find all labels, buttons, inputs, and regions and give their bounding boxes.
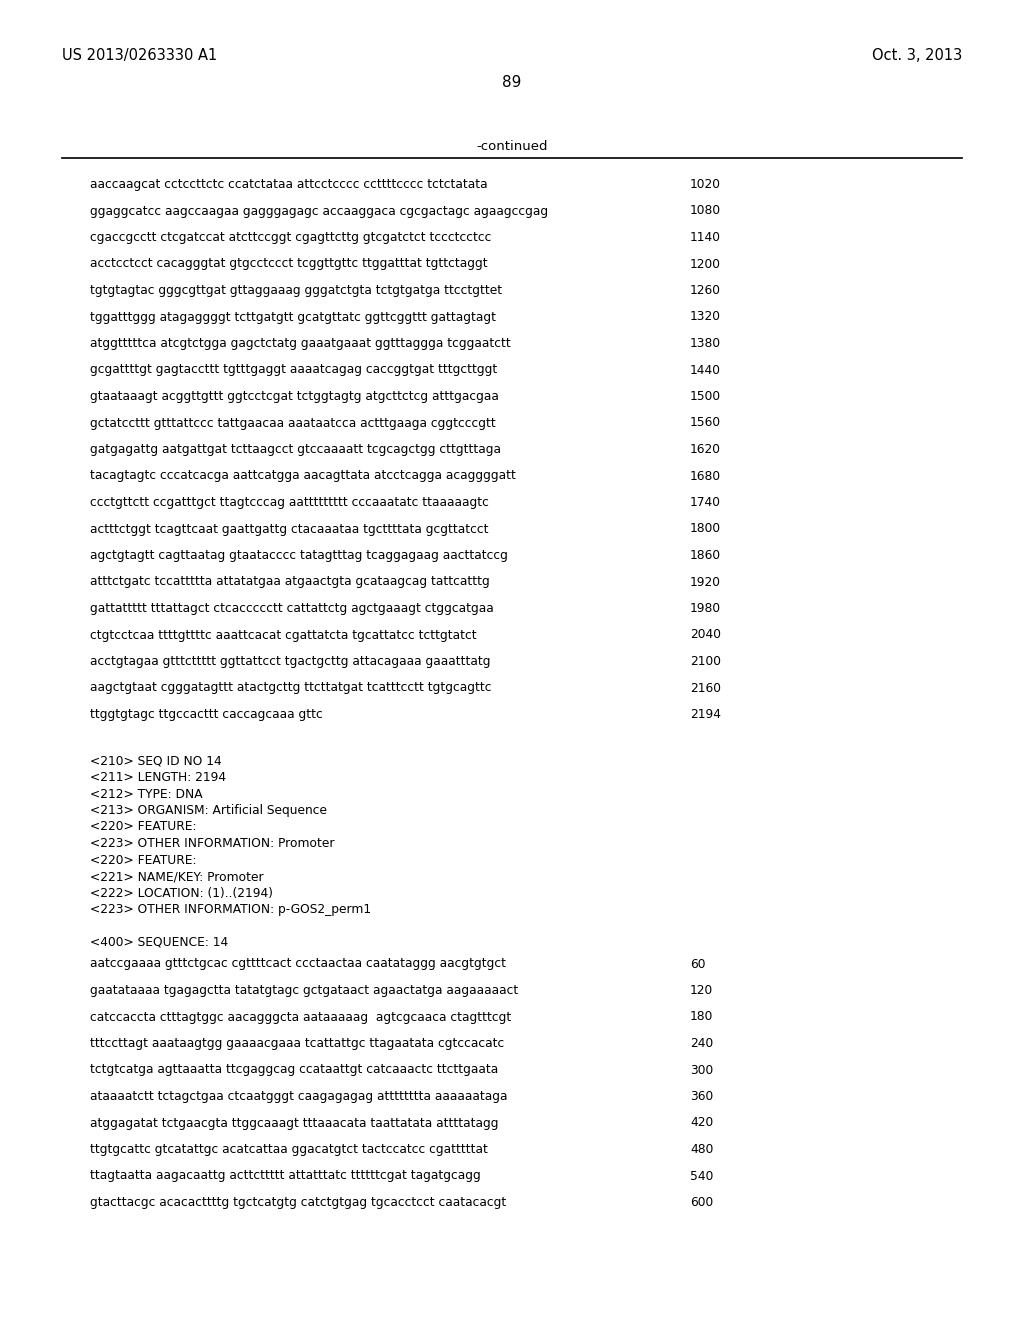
Text: 120: 120 xyxy=(690,983,714,997)
Text: ataaaatctt tctagctgaa ctcaatgggt caagagagag atttttttta aaaaaataga: ataaaatctt tctagctgaa ctcaatgggt caagaga… xyxy=(90,1090,508,1104)
Text: atggtttttca atcgtctgga gagctctatg gaaatgaaat ggtttaggga tcggaatctt: atggtttttca atcgtctgga gagctctatg gaaatg… xyxy=(90,337,511,350)
Text: 1800: 1800 xyxy=(690,523,721,536)
Text: <221> NAME/KEY: Promoter: <221> NAME/KEY: Promoter xyxy=(90,870,263,883)
Text: tggatttggg atagaggggt tcttgatgtt gcatgttatc ggttcggttt gattagtagt: tggatttggg atagaggggt tcttgatgtt gcatgtt… xyxy=(90,310,496,323)
Text: 1260: 1260 xyxy=(690,284,721,297)
Text: 2040: 2040 xyxy=(690,628,721,642)
Text: 2160: 2160 xyxy=(690,681,721,694)
Text: cgaccgcctt ctcgatccat atcttccggt cgagttcttg gtcgatctct tccctcctcc: cgaccgcctt ctcgatccat atcttccggt cgagttc… xyxy=(90,231,492,244)
Text: -continued: -continued xyxy=(476,140,548,153)
Text: <213> ORGANISM: Artificial Sequence: <213> ORGANISM: Artificial Sequence xyxy=(90,804,327,817)
Text: <212> TYPE: DNA: <212> TYPE: DNA xyxy=(90,788,203,800)
Text: ctgtcctcaa ttttgttttc aaattcacat cgattatcta tgcattatcc tcttgtatct: ctgtcctcaa ttttgttttc aaattcacat cgattat… xyxy=(90,628,476,642)
Text: gatgagattg aatgattgat tcttaagcct gtccaaaatt tcgcagctgg cttgtttaga: gatgagattg aatgattgat tcttaagcct gtccaaa… xyxy=(90,444,501,455)
Text: tgtgtagtac gggcgttgat gttaggaaag gggatctgta tctgtgatga ttcctgttet: tgtgtagtac gggcgttgat gttaggaaag gggatct… xyxy=(90,284,502,297)
Text: US 2013/0263330 A1: US 2013/0263330 A1 xyxy=(62,48,217,63)
Text: aatccgaaaa gtttctgcac cgttttcact ccctaactaa caatataggg aacgtgtgct: aatccgaaaa gtttctgcac cgttttcact ccctaac… xyxy=(90,957,506,970)
Text: <220> FEATURE:: <220> FEATURE: xyxy=(90,821,197,833)
Text: 360: 360 xyxy=(690,1090,714,1104)
Text: acctgtagaa gtttcttttt ggttattcct tgactgcttg attacagaaa gaaatttatg: acctgtagaa gtttcttttt ggttattcct tgactgc… xyxy=(90,655,490,668)
Text: tacagtagtc cccatcacga aattcatgga aacagttata atcctcagga acaggggatt: tacagtagtc cccatcacga aattcatgga aacagtt… xyxy=(90,470,516,483)
Text: 1560: 1560 xyxy=(690,417,721,429)
Text: 1140: 1140 xyxy=(690,231,721,244)
Text: 1200: 1200 xyxy=(690,257,721,271)
Text: ccctgttctt ccgatttgct ttagtcccag aattttttttt cccaaatatc ttaaaaagtc: ccctgttctt ccgatttgct ttagtcccag aattttt… xyxy=(90,496,488,510)
Text: 89: 89 xyxy=(503,75,521,90)
Text: gattattttt tttattagct ctcaccccctt cattattctg agctgaaagt ctggcatgaa: gattattttt tttattagct ctcaccccctt cattat… xyxy=(90,602,494,615)
Text: gaatataaaa tgagagctta tatatgtagc gctgataact agaactatga aagaaaaact: gaatataaaa tgagagctta tatatgtagc gctgata… xyxy=(90,983,518,997)
Text: ttagtaatta aagacaattg acttcttttt attatttatc ttttttcgat tagatgcagg: ttagtaatta aagacaattg acttcttttt attattt… xyxy=(90,1170,480,1183)
Text: 180: 180 xyxy=(690,1011,714,1023)
Text: 1080: 1080 xyxy=(690,205,721,218)
Text: gcgattttgt gagtaccttt tgtttgaggt aaaatcagag caccggtgat tttgcttggt: gcgattttgt gagtaccttt tgtttgaggt aaaatca… xyxy=(90,363,498,376)
Text: aagctgtaat cgggatagttt atactgcttg ttcttatgat tcatttcctt tgtgcagttc: aagctgtaat cgggatagttt atactgcttg ttctta… xyxy=(90,681,492,694)
Text: 1020: 1020 xyxy=(690,178,721,191)
Text: 1920: 1920 xyxy=(690,576,721,589)
Text: atttctgatc tccattttta attatatgaa atgaactgta gcataagcag tattcatttg: atttctgatc tccattttta attatatgaa atgaact… xyxy=(90,576,489,589)
Text: 1620: 1620 xyxy=(690,444,721,455)
Text: 420: 420 xyxy=(690,1117,714,1130)
Text: 480: 480 xyxy=(690,1143,714,1156)
Text: ttggtgtagc ttgccacttt caccagcaaa gttc: ttggtgtagc ttgccacttt caccagcaaa gttc xyxy=(90,708,323,721)
Text: 600: 600 xyxy=(690,1196,714,1209)
Text: <220> FEATURE:: <220> FEATURE: xyxy=(90,854,197,866)
Text: 1440: 1440 xyxy=(690,363,721,376)
Text: 60: 60 xyxy=(690,957,706,970)
Text: 2100: 2100 xyxy=(690,655,721,668)
Text: 1740: 1740 xyxy=(690,496,721,510)
Text: gtaataaagt acggttgttt ggtcctcgat tctggtagtg atgcttctcg atttgacgaa: gtaataaagt acggttgttt ggtcctcgat tctggta… xyxy=(90,389,499,403)
Text: actttctggt tcagttcaat gaattgattg ctacaaataa tgcttttata gcgttatcct: actttctggt tcagttcaat gaattgattg ctacaaa… xyxy=(90,523,488,536)
Text: 240: 240 xyxy=(690,1038,714,1049)
Text: 1320: 1320 xyxy=(690,310,721,323)
Text: 1500: 1500 xyxy=(690,389,721,403)
Text: aaccaagcat cctccttctc ccatctataa attcctcccc ccttttcccc tctctatata: aaccaagcat cctccttctc ccatctataa attcctc… xyxy=(90,178,487,191)
Text: 300: 300 xyxy=(690,1064,714,1077)
Text: acctcctcct cacagggtat gtgcctccct tcggttgttc ttggatttat tgttctaggt: acctcctcct cacagggtat gtgcctccct tcggttg… xyxy=(90,257,487,271)
Text: 1980: 1980 xyxy=(690,602,721,615)
Text: <400> SEQUENCE: 14: <400> SEQUENCE: 14 xyxy=(90,936,228,949)
Text: <223> OTHER INFORMATION: p-GOS2_perm1: <223> OTHER INFORMATION: p-GOS2_perm1 xyxy=(90,903,371,916)
Text: 1380: 1380 xyxy=(690,337,721,350)
Text: atggagatat tctgaacgta ttggcaaagt tttaaacata taattatata attttatagg: atggagatat tctgaacgta ttggcaaagt tttaaac… xyxy=(90,1117,499,1130)
Text: tctgtcatga agttaaatta ttcgaggcag ccataattgt catcaaactc ttcttgaata: tctgtcatga agttaaatta ttcgaggcag ccataat… xyxy=(90,1064,499,1077)
Text: 1680: 1680 xyxy=(690,470,721,483)
Text: 2194: 2194 xyxy=(690,708,721,721)
Text: gctatccttt gtttattccc tattgaacaa aaataatcca actttgaaga cggtcccgtt: gctatccttt gtttattccc tattgaacaa aaataat… xyxy=(90,417,496,429)
Text: catccaccta ctttagtggc aacagggcta aataaaaag  agtcgcaaca ctagtttcgt: catccaccta ctttagtggc aacagggcta aataaaa… xyxy=(90,1011,511,1023)
Text: <211> LENGTH: 2194: <211> LENGTH: 2194 xyxy=(90,771,226,784)
Text: 540: 540 xyxy=(690,1170,714,1183)
Text: <223> OTHER INFORMATION: Promoter: <223> OTHER INFORMATION: Promoter xyxy=(90,837,335,850)
Text: tttccttagt aaataagtgg gaaaacgaaa tcattattgc ttagaatata cgtccacatc: tttccttagt aaataagtgg gaaaacgaaa tcattat… xyxy=(90,1038,504,1049)
Text: ttgtgcattc gtcatattgc acatcattaa ggacatgtct tactccatcc cgatttttat: ttgtgcattc gtcatattgc acatcattaa ggacatg… xyxy=(90,1143,487,1156)
Text: gtacttacgc acacacttttg tgctcatgtg catctgtgag tgcacctcct caatacacgt: gtacttacgc acacacttttg tgctcatgtg catctg… xyxy=(90,1196,506,1209)
Text: agctgtagtt cagttaatag gtaatacccc tatagtttag tcaggagaag aacttatccg: agctgtagtt cagttaatag gtaatacccc tatagtt… xyxy=(90,549,508,562)
Text: 1860: 1860 xyxy=(690,549,721,562)
Text: Oct. 3, 2013: Oct. 3, 2013 xyxy=(871,48,962,63)
Text: ggaggcatcc aagccaagaa gagggagagc accaaggaca cgcgactagc agaagccgag: ggaggcatcc aagccaagaa gagggagagc accaagg… xyxy=(90,205,548,218)
Text: <222> LOCATION: (1)..(2194): <222> LOCATION: (1)..(2194) xyxy=(90,887,273,899)
Text: <210> SEQ ID NO 14: <210> SEQ ID NO 14 xyxy=(90,755,222,767)
